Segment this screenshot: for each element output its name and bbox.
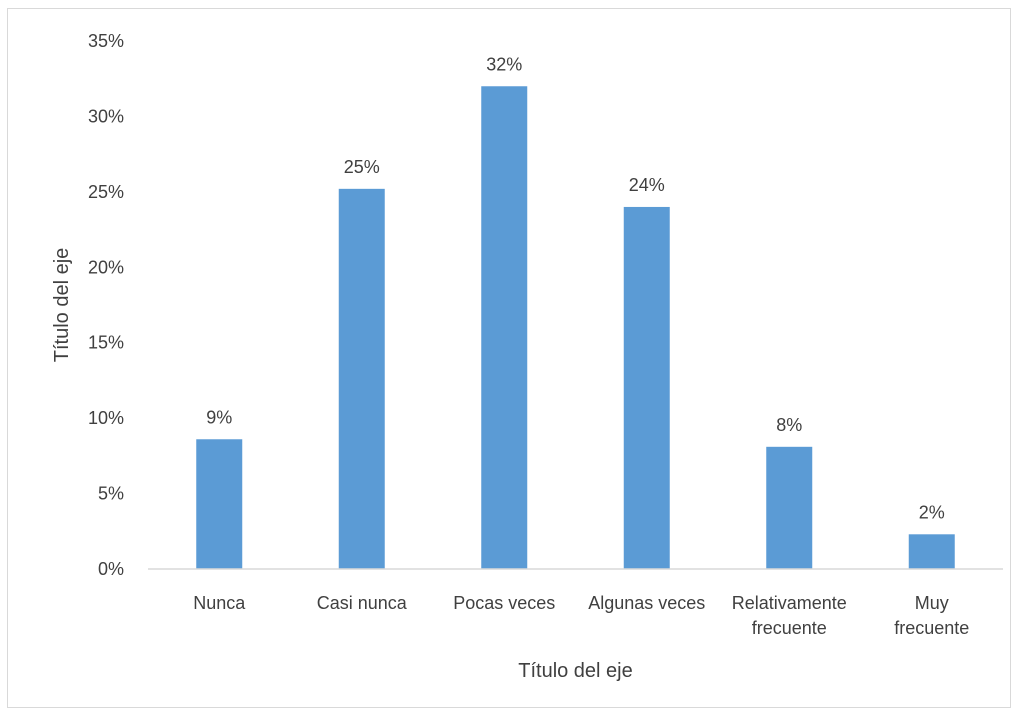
y-tick-label: 20% (88, 257, 124, 277)
y-tick-label: 35% (88, 31, 124, 51)
bar (196, 439, 243, 569)
x-axis-category-labels: Nunca Casi nunca Pocas veces Algunas veces R… (193, 593, 969, 638)
bar (908, 534, 955, 569)
bar-data-label: 24% (629, 175, 665, 195)
x-axis-title: Título del eje (518, 660, 633, 682)
x-category-label: Casi nunca (317, 593, 408, 613)
x-category-label: Muy frecuente (894, 593, 969, 638)
bar (766, 446, 813, 569)
bar-data-label: 25% (344, 157, 380, 177)
bar-data-label: 9% (206, 407, 232, 427)
x-category-label: Nunca (193, 593, 246, 613)
y-tick-label: 15% (88, 333, 124, 353)
bar-data-label: 32% (486, 54, 522, 74)
y-tick-label: 10% (88, 408, 124, 428)
y-tick-label: 5% (98, 484, 124, 504)
bar-data-label: 8% (776, 415, 802, 435)
bar-data-label: 2% (919, 502, 945, 522)
y-tick-label: 30% (88, 106, 124, 126)
x-category-label: Algunas veces (588, 593, 705, 613)
y-axis-title: Título del eje (51, 248, 73, 363)
y-axis-ticks: 0% 5% 10% 15% 20% 25% 30% 35% (88, 31, 124, 579)
bars (196, 86, 955, 569)
y-tick-label: 25% (88, 182, 124, 202)
x-category-label: Relativamente frecuente (732, 593, 847, 638)
bar (623, 206, 670, 569)
y-tick-label: 0% (98, 559, 124, 579)
bar (481, 86, 528, 569)
data-labels: 9% 25% 32% 24% 8% 2% (206, 54, 945, 522)
x-category-label: Pocas veces (453, 593, 555, 613)
bar (338, 188, 385, 569)
